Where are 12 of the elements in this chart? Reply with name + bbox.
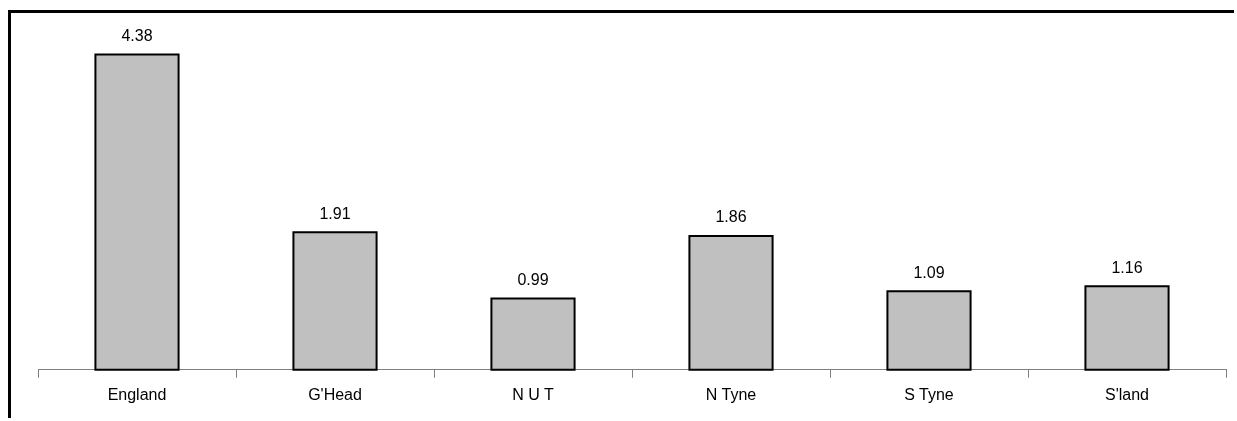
x-tick-label: N Tyne	[705, 385, 757, 403]
x-tick-label: England	[107, 385, 167, 403]
data-label: 1.86	[715, 208, 747, 226]
data-label: 1.16	[1111, 258, 1143, 276]
data-label: 0.99	[517, 270, 549, 288]
data-label: 1.09	[913, 263, 945, 281]
x-tick-label: N U T	[512, 385, 554, 403]
data-label: 1.91	[319, 204, 351, 222]
x-tick-label: S Tyne	[904, 385, 954, 403]
x-tick-label: S'land	[1105, 385, 1149, 403]
data-label: 4.38	[121, 26, 153, 44]
x-tick-label: G'Head	[308, 385, 362, 403]
